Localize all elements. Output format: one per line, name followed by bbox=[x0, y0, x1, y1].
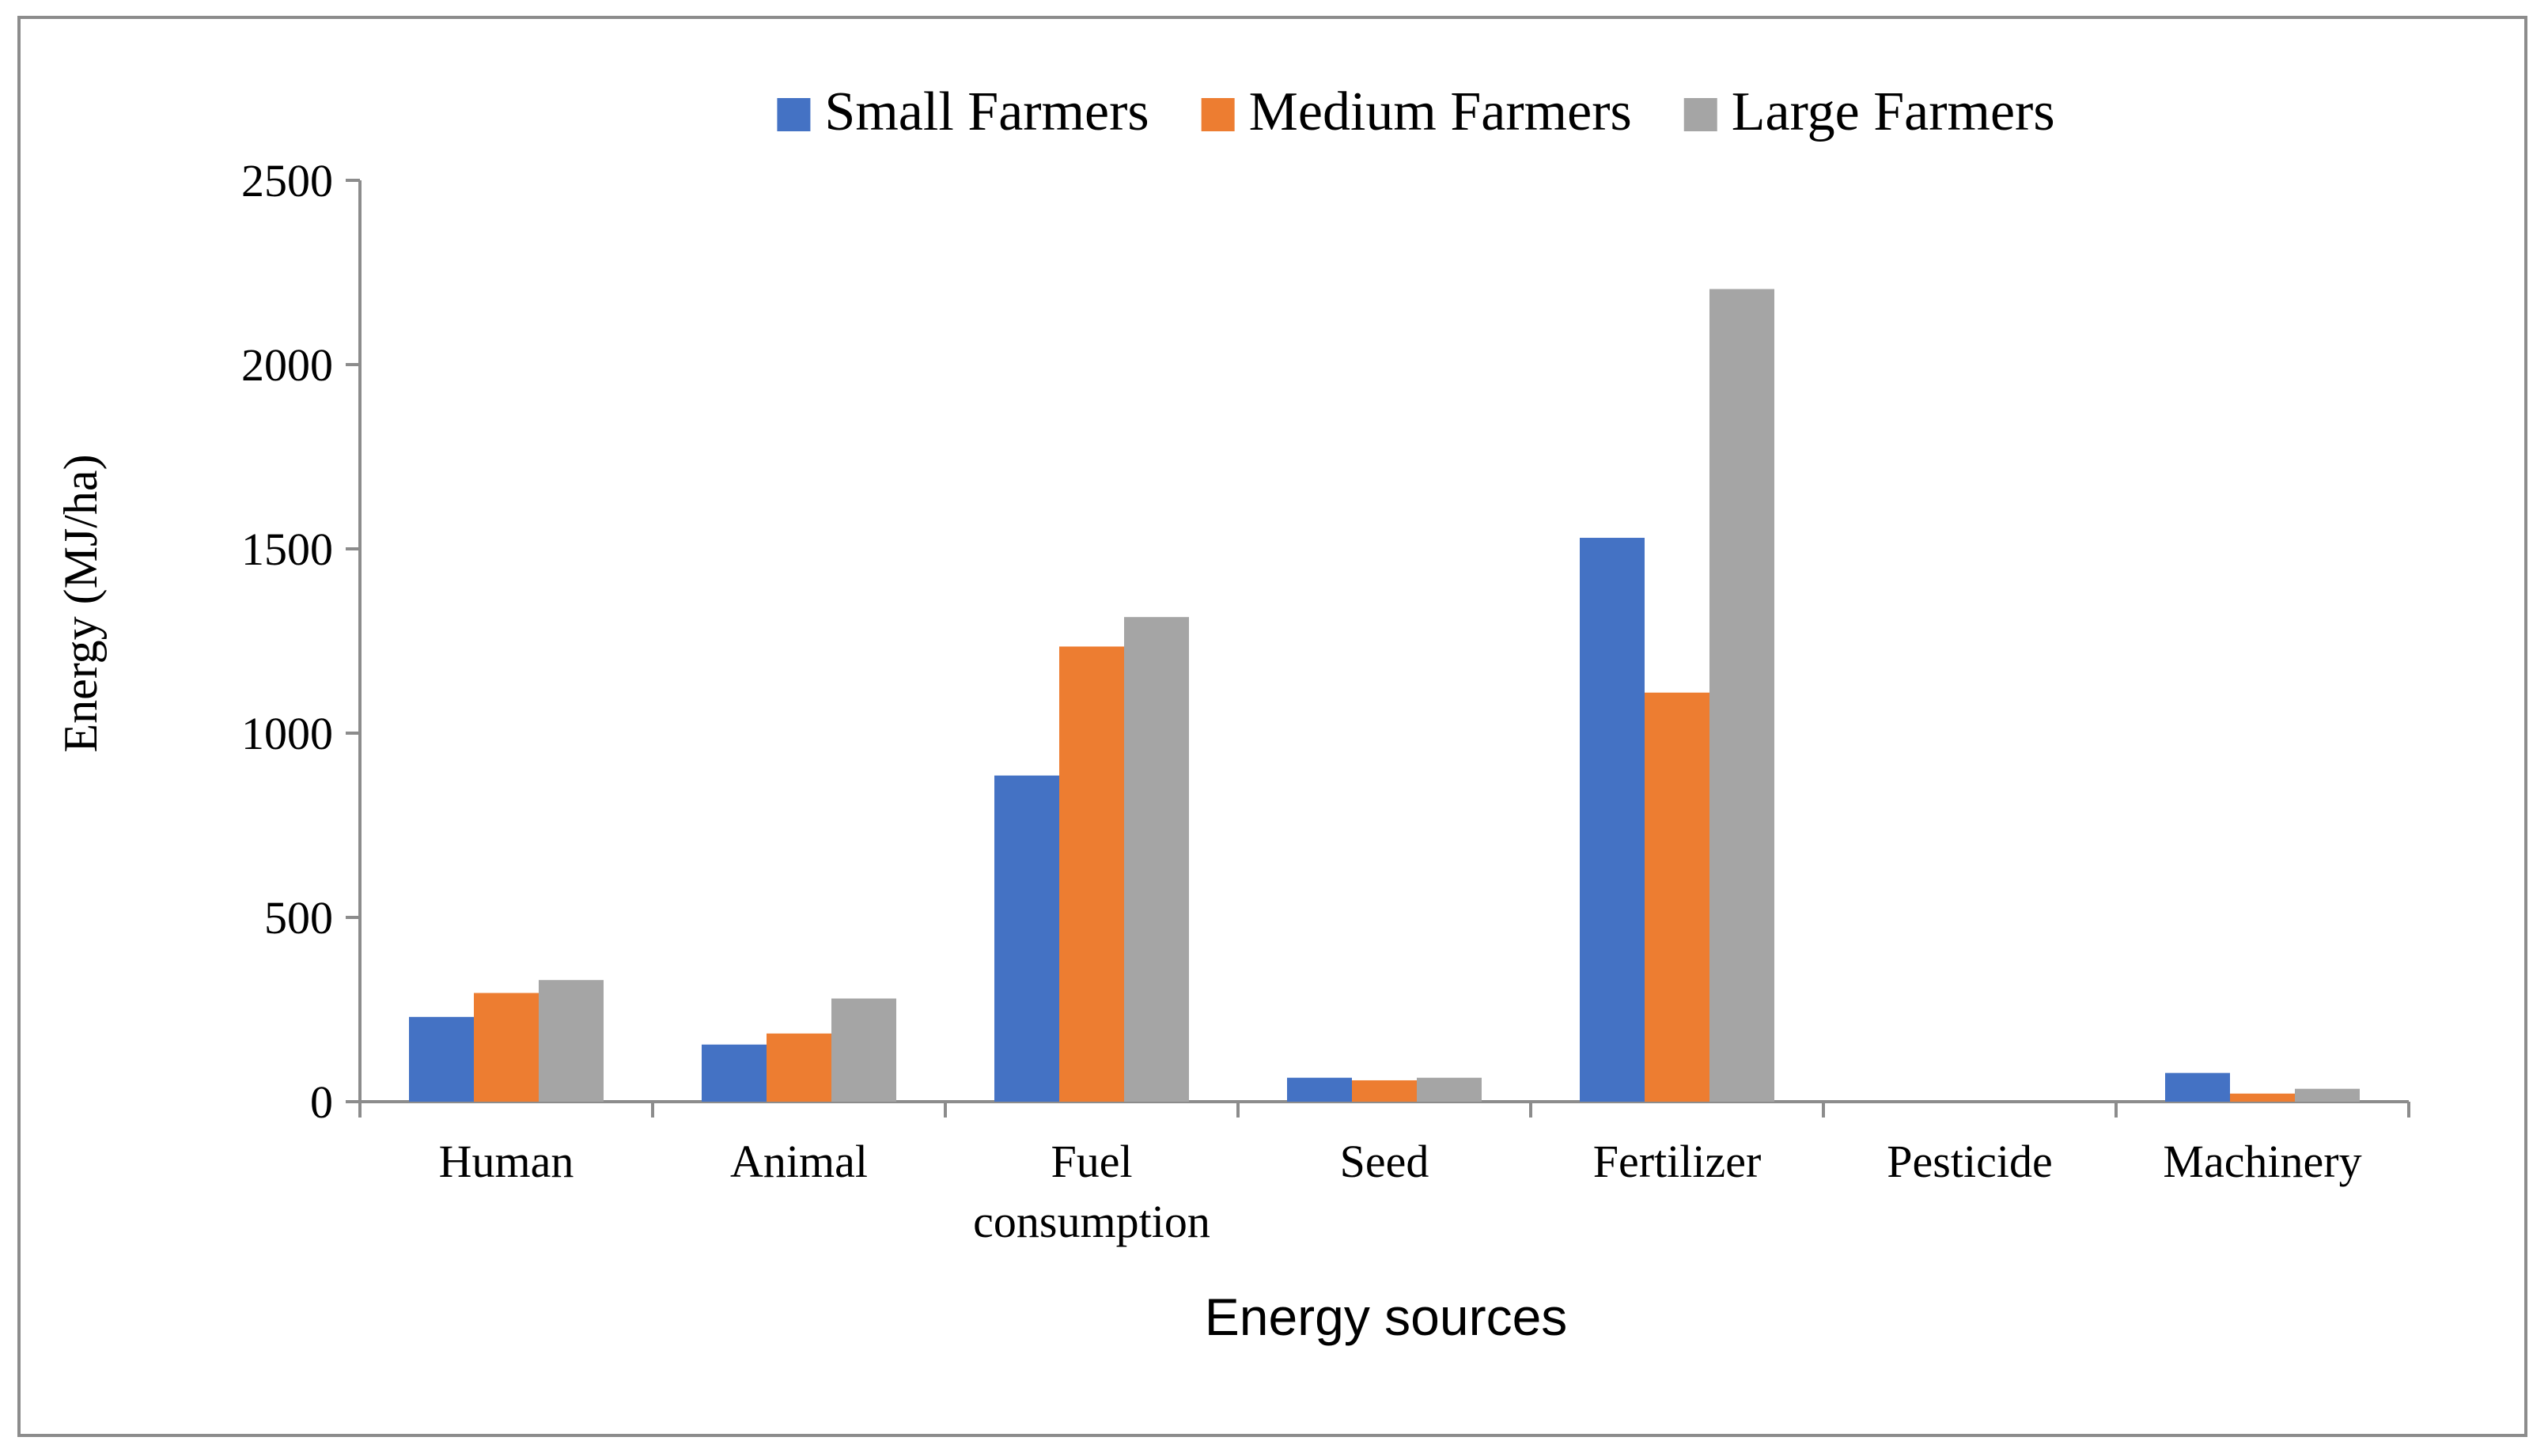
x-axis-title: Energy sources bbox=[1205, 1288, 1568, 1346]
bar bbox=[1417, 1077, 1482, 1102]
x-tick-label: Seed bbox=[1340, 1136, 1429, 1187]
bar bbox=[2295, 1088, 2360, 1102]
bar bbox=[767, 1033, 831, 1102]
legend-item: Small Farmers bbox=[777, 81, 1149, 142]
x-axis: Human Animal Fuel consumption Seed Fertilizer… bbox=[358, 1100, 2410, 1247]
x-tick-label: Pesticide bbox=[1887, 1136, 2052, 1187]
bar bbox=[1124, 617, 1189, 1102]
legend-item: Large Farmers bbox=[1683, 81, 2055, 142]
y-tick-label: 500 bbox=[264, 892, 333, 944]
bar bbox=[474, 993, 539, 1102]
bar bbox=[539, 980, 604, 1102]
x-tick-label: Fuel bbox=[1051, 1136, 1132, 1187]
y-tick-label: 2500 bbox=[241, 155, 333, 206]
bar bbox=[1580, 538, 1645, 1102]
x-tick-label: Machinery bbox=[2163, 1136, 2361, 1187]
bar bbox=[831, 998, 896, 1102]
y-tick-label: 1500 bbox=[241, 524, 333, 575]
x-tick-label: Fertilizer bbox=[1593, 1136, 1762, 1187]
legend: Small Farmers Medium Farmers Large Farmers bbox=[777, 81, 2055, 142]
y-tick-label: 2000 bbox=[241, 339, 333, 391]
y-axis-title: Energy (MJ/ha) bbox=[55, 454, 107, 752]
legend-label: Small Farmers bbox=[824, 81, 1149, 142]
y-axis: 0 500 1000 1500 2000 2500 bbox=[241, 155, 362, 1128]
legend-item: Medium Farmers bbox=[1201, 81, 1632, 142]
bar bbox=[1645, 692, 1709, 1102]
bar bbox=[2230, 1093, 2295, 1102]
bar bbox=[994, 775, 1059, 1102]
bar bbox=[702, 1044, 767, 1102]
legend-swatch bbox=[777, 98, 811, 131]
chart-frame bbox=[17, 16, 2527, 1437]
bar bbox=[1352, 1080, 1417, 1102]
legend-swatch bbox=[1201, 98, 1235, 131]
bars bbox=[409, 289, 2360, 1102]
y-tick-label: 1000 bbox=[241, 708, 333, 759]
bar bbox=[409, 1016, 474, 1102]
bar bbox=[1709, 289, 1774, 1102]
bar bbox=[1059, 646, 1124, 1102]
x-tick-label: consumption bbox=[973, 1196, 1210, 1247]
x-tick-label: Human bbox=[439, 1136, 574, 1187]
legend-swatch bbox=[1683, 98, 1717, 131]
bar bbox=[1287, 1077, 1352, 1102]
y-tick-label: 0 bbox=[310, 1076, 333, 1128]
legend-label: Large Farmers bbox=[1732, 81, 2055, 142]
x-tick-label: Animal bbox=[730, 1136, 868, 1187]
legend-label: Medium Farmers bbox=[1249, 81, 1632, 142]
bar bbox=[2165, 1072, 2230, 1102]
